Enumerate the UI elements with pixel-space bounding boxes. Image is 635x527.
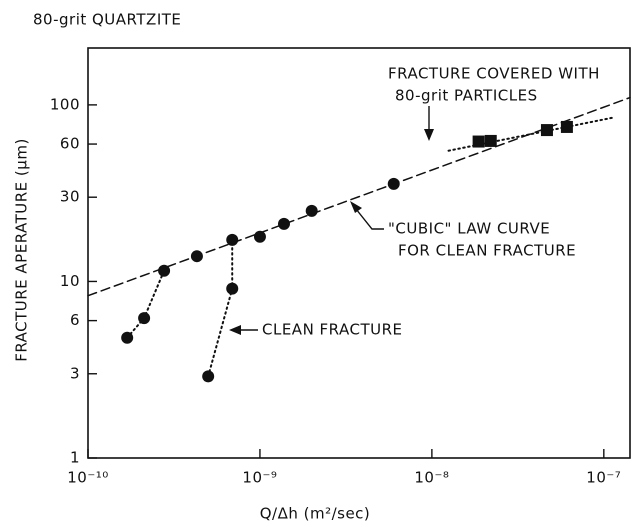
point [305, 204, 318, 217]
arrow [351, 203, 384, 230]
point [472, 135, 485, 148]
point [202, 370, 215, 383]
dotted-line [126, 269, 166, 339]
annotation: "CUBIC" LAW CURVE [388, 220, 550, 238]
point [277, 217, 290, 230]
point [121, 331, 134, 344]
x-tick-label: 10⁻⁸ [414, 469, 449, 487]
annotation: FOR CLEAN FRACTURE [398, 242, 576, 260]
x-axis-label: Q/Δh (m²/sec) [260, 505, 371, 523]
x-tick-label: 10⁻¹⁰ [67, 469, 109, 487]
annotation: CLEAN FRACTURE [262, 321, 403, 339]
dotted-line [447, 116, 616, 152]
y-tick-label: 10 [60, 272, 80, 290]
y-tick-label: 30 [60, 188, 80, 206]
y-tick-label: 100 [50, 95, 80, 113]
dotted-line [207, 238, 234, 378]
y-tick-label: 1 [70, 449, 80, 467]
y-tick-label: 3 [70, 364, 80, 382]
arrowhead [229, 325, 241, 335]
point [560, 120, 573, 133]
annotation: 80-grit PARTICLES [395, 87, 538, 105]
y-axis-label: FRACTURE APERATURE (μm) [13, 138, 31, 362]
x-tick-label: 10⁻⁷ [586, 469, 621, 487]
chart-title: 80-grit QUARTZITE [33, 11, 181, 29]
point [158, 264, 171, 277]
point [540, 124, 553, 137]
point [138, 312, 151, 325]
annotation: FRACTURE COVERED WITH [388, 65, 600, 83]
arrowhead [350, 201, 362, 213]
point [226, 282, 239, 295]
arrowhead [424, 129, 434, 141]
point [226, 233, 239, 246]
y-tick-label: 6 [70, 311, 80, 329]
x-tick-label: 10⁻⁹ [242, 469, 277, 487]
point [484, 134, 497, 147]
point [253, 230, 266, 243]
arrows [233, 106, 430, 331]
point [190, 250, 203, 263]
plot-frame [87, 47, 631, 459]
y-tick-label: 60 [60, 135, 80, 153]
arrowheads [229, 129, 434, 335]
dashed-line [87, 96, 631, 297]
point [387, 177, 400, 190]
